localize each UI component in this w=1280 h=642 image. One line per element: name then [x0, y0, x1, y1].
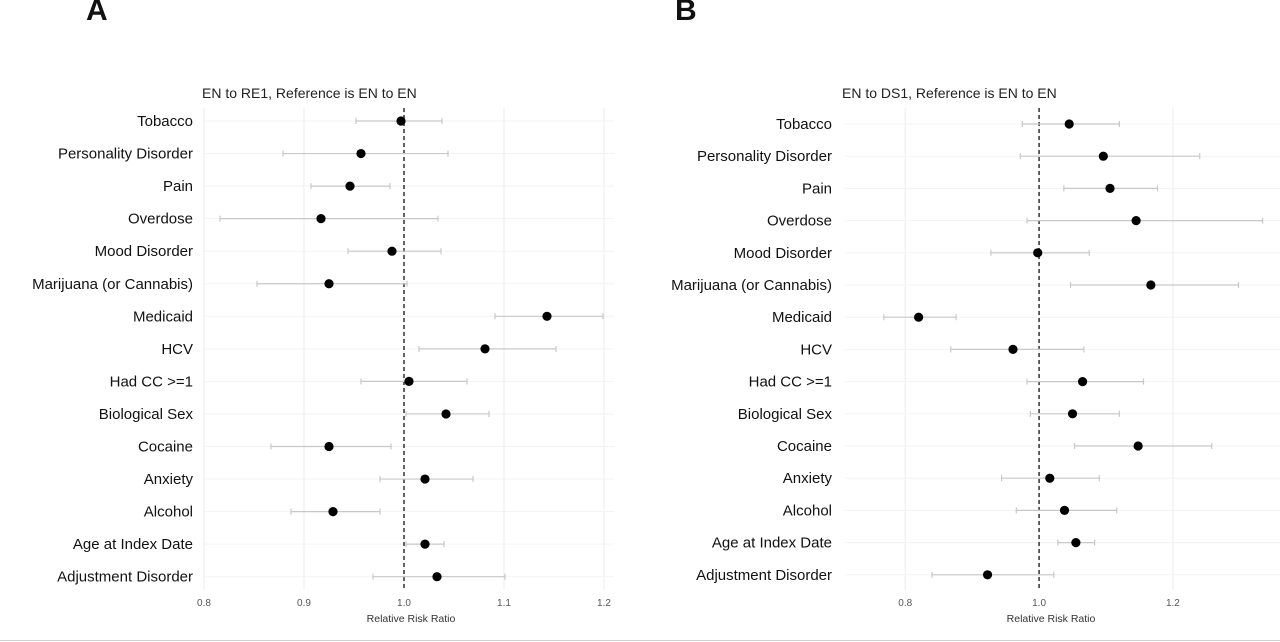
estimate-point	[982, 570, 993, 580]
y-category-label: Age at Index Date	[73, 536, 193, 553]
chart-title: EN to RE1, Reference is EN to EN	[202, 85, 417, 101]
estimate-point	[1033, 248, 1043, 258]
estimate-point	[1133, 441, 1143, 451]
estimate-point	[1045, 473, 1055, 483]
estimate-point	[404, 376, 414, 386]
x-tick-label: 0.8	[197, 598, 211, 609]
estimate-point	[441, 409, 451, 419]
estimate-point	[1064, 119, 1074, 129]
estimate-point	[1098, 151, 1108, 161]
y-category-label: Adjustment Disorder	[57, 569, 193, 586]
y-category-label: Mood Disorder	[734, 245, 832, 262]
y-category-label: Alcohol	[144, 504, 193, 521]
y-category-label: Cocaine	[777, 438, 832, 455]
estimate-point	[1071, 538, 1081, 548]
y-category-label: Medicaid	[772, 309, 832, 326]
chart-title: EN to DS1, Reference is EN to EN	[842, 85, 1057, 101]
y-category-label: Biological Sex	[99, 406, 194, 423]
y-category-label: Overdose	[128, 211, 193, 228]
x-tick-label: 1.0	[397, 598, 411, 609]
x-tick-label: 1.2	[597, 598, 611, 609]
estimate-point	[1077, 377, 1088, 387]
x-axis-label: Relative Risk Ratio	[367, 613, 456, 625]
y-category-label: Pain	[802, 180, 832, 197]
estimate-point	[480, 344, 490, 354]
x-tick-label: 0.8	[898, 598, 912, 609]
estimate-point	[1067, 409, 1078, 419]
estimate-point	[420, 474, 430, 484]
y-category-label: Alcohol	[783, 502, 832, 519]
panel-letter-a: A	[86, 0, 108, 27]
estimate-point	[542, 311, 552, 321]
estimate-point	[387, 246, 397, 256]
x-tick-label: 1.0	[1032, 598, 1046, 609]
y-category-label: Mood Disorder	[95, 243, 193, 260]
y-category-label: Had CC >=1	[110, 373, 193, 390]
y-category-label: Tobacco	[776, 116, 832, 133]
y-category-label: Tobacco	[137, 113, 193, 130]
x-tick-label: 1.2	[1166, 598, 1180, 609]
y-category-label: Marijuana (or Cannabis)	[671, 277, 832, 294]
y-category-label: Cocaine	[138, 439, 193, 456]
x-tick-label: 1.1	[497, 598, 511, 609]
y-category-label: Personality Disorder	[58, 146, 193, 163]
y-category-label: Overdose	[767, 213, 832, 230]
y-category-label: HCV	[161, 341, 193, 358]
estimate-point	[324, 441, 334, 452]
y-category-label: Biological Sex	[738, 406, 833, 423]
y-category-label: Pain	[163, 178, 193, 195]
estimate-point	[316, 214, 326, 224]
estimate-point	[1059, 505, 1070, 515]
x-axis-label: Relative Risk Ratio	[1007, 613, 1096, 625]
y-category-label: Personality Disorder	[697, 148, 832, 165]
estimate-point	[324, 279, 334, 289]
estimate-point	[1146, 280, 1156, 290]
y-category-label: Anxiety	[783, 470, 833, 487]
y-category-label: HCV	[800, 341, 832, 358]
estimate-point	[356, 148, 366, 159]
estimate-point	[328, 507, 338, 517]
estimate-point	[914, 312, 924, 322]
x-tick-label: 0.9	[297, 598, 311, 609]
y-category-label: Had CC >=1	[749, 374, 832, 391]
estimate-point	[345, 181, 355, 191]
bottom-divider	[0, 640, 1280, 641]
estimate-point	[420, 539, 430, 549]
y-category-label: Marijuana (or Cannabis)	[32, 276, 193, 293]
estimate-point	[1008, 344, 1018, 354]
panel-letter-b: B	[675, 0, 697, 27]
y-category-label: Adjustment Disorder	[696, 567, 832, 584]
y-category-label: Medicaid	[133, 308, 193, 325]
estimate-point	[1131, 216, 1141, 226]
y-category-label: Age at Index Date	[712, 535, 832, 552]
estimate-point	[396, 116, 406, 126]
estimate-point	[432, 572, 442, 582]
y-category-label: Anxiety	[144, 471, 194, 488]
estimate-point	[1105, 183, 1115, 193]
